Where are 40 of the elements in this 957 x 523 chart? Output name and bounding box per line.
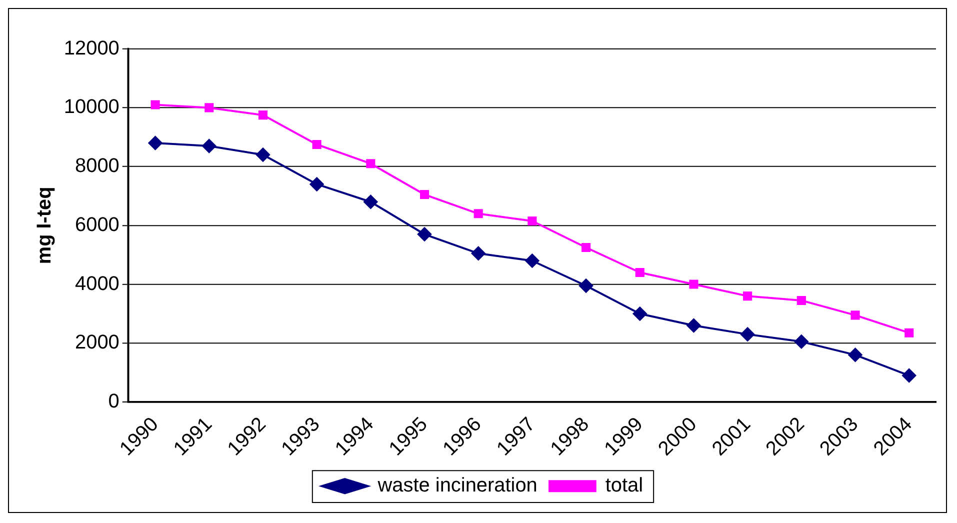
point xyxy=(364,194,378,209)
point xyxy=(796,296,806,305)
point xyxy=(632,306,647,321)
point xyxy=(689,280,698,289)
point xyxy=(904,328,914,338)
point xyxy=(150,100,160,110)
point xyxy=(740,327,755,342)
point xyxy=(686,318,701,332)
point xyxy=(256,148,270,162)
point xyxy=(418,227,432,242)
point xyxy=(204,103,214,112)
point xyxy=(582,242,591,252)
point xyxy=(471,246,486,260)
point xyxy=(743,292,752,301)
point xyxy=(528,216,537,226)
y-tick-label: 10000 xyxy=(64,96,120,118)
point xyxy=(258,110,268,120)
y-tick-label: 2000 xyxy=(75,332,120,354)
point xyxy=(848,348,862,362)
point xyxy=(310,177,324,192)
point xyxy=(525,254,540,268)
point xyxy=(794,334,808,349)
legend-label: waste incineration xyxy=(376,474,538,497)
point xyxy=(202,138,216,153)
point xyxy=(635,268,644,278)
y-tick-label: 0 xyxy=(108,390,120,412)
y-tick-label: 4000 xyxy=(75,272,120,295)
point xyxy=(366,159,376,168)
y-axis-title: mg I-teq xyxy=(33,186,56,264)
point xyxy=(474,209,483,218)
point xyxy=(579,278,594,293)
point xyxy=(312,140,322,150)
y-tick-label: 6000 xyxy=(75,214,120,236)
point xyxy=(420,190,430,200)
point xyxy=(148,136,162,150)
y-tick-label: 12000 xyxy=(64,37,120,60)
point xyxy=(850,310,860,320)
legend-label: total xyxy=(605,474,644,497)
y-tick-label: 8000 xyxy=(75,155,120,178)
point xyxy=(902,368,916,382)
